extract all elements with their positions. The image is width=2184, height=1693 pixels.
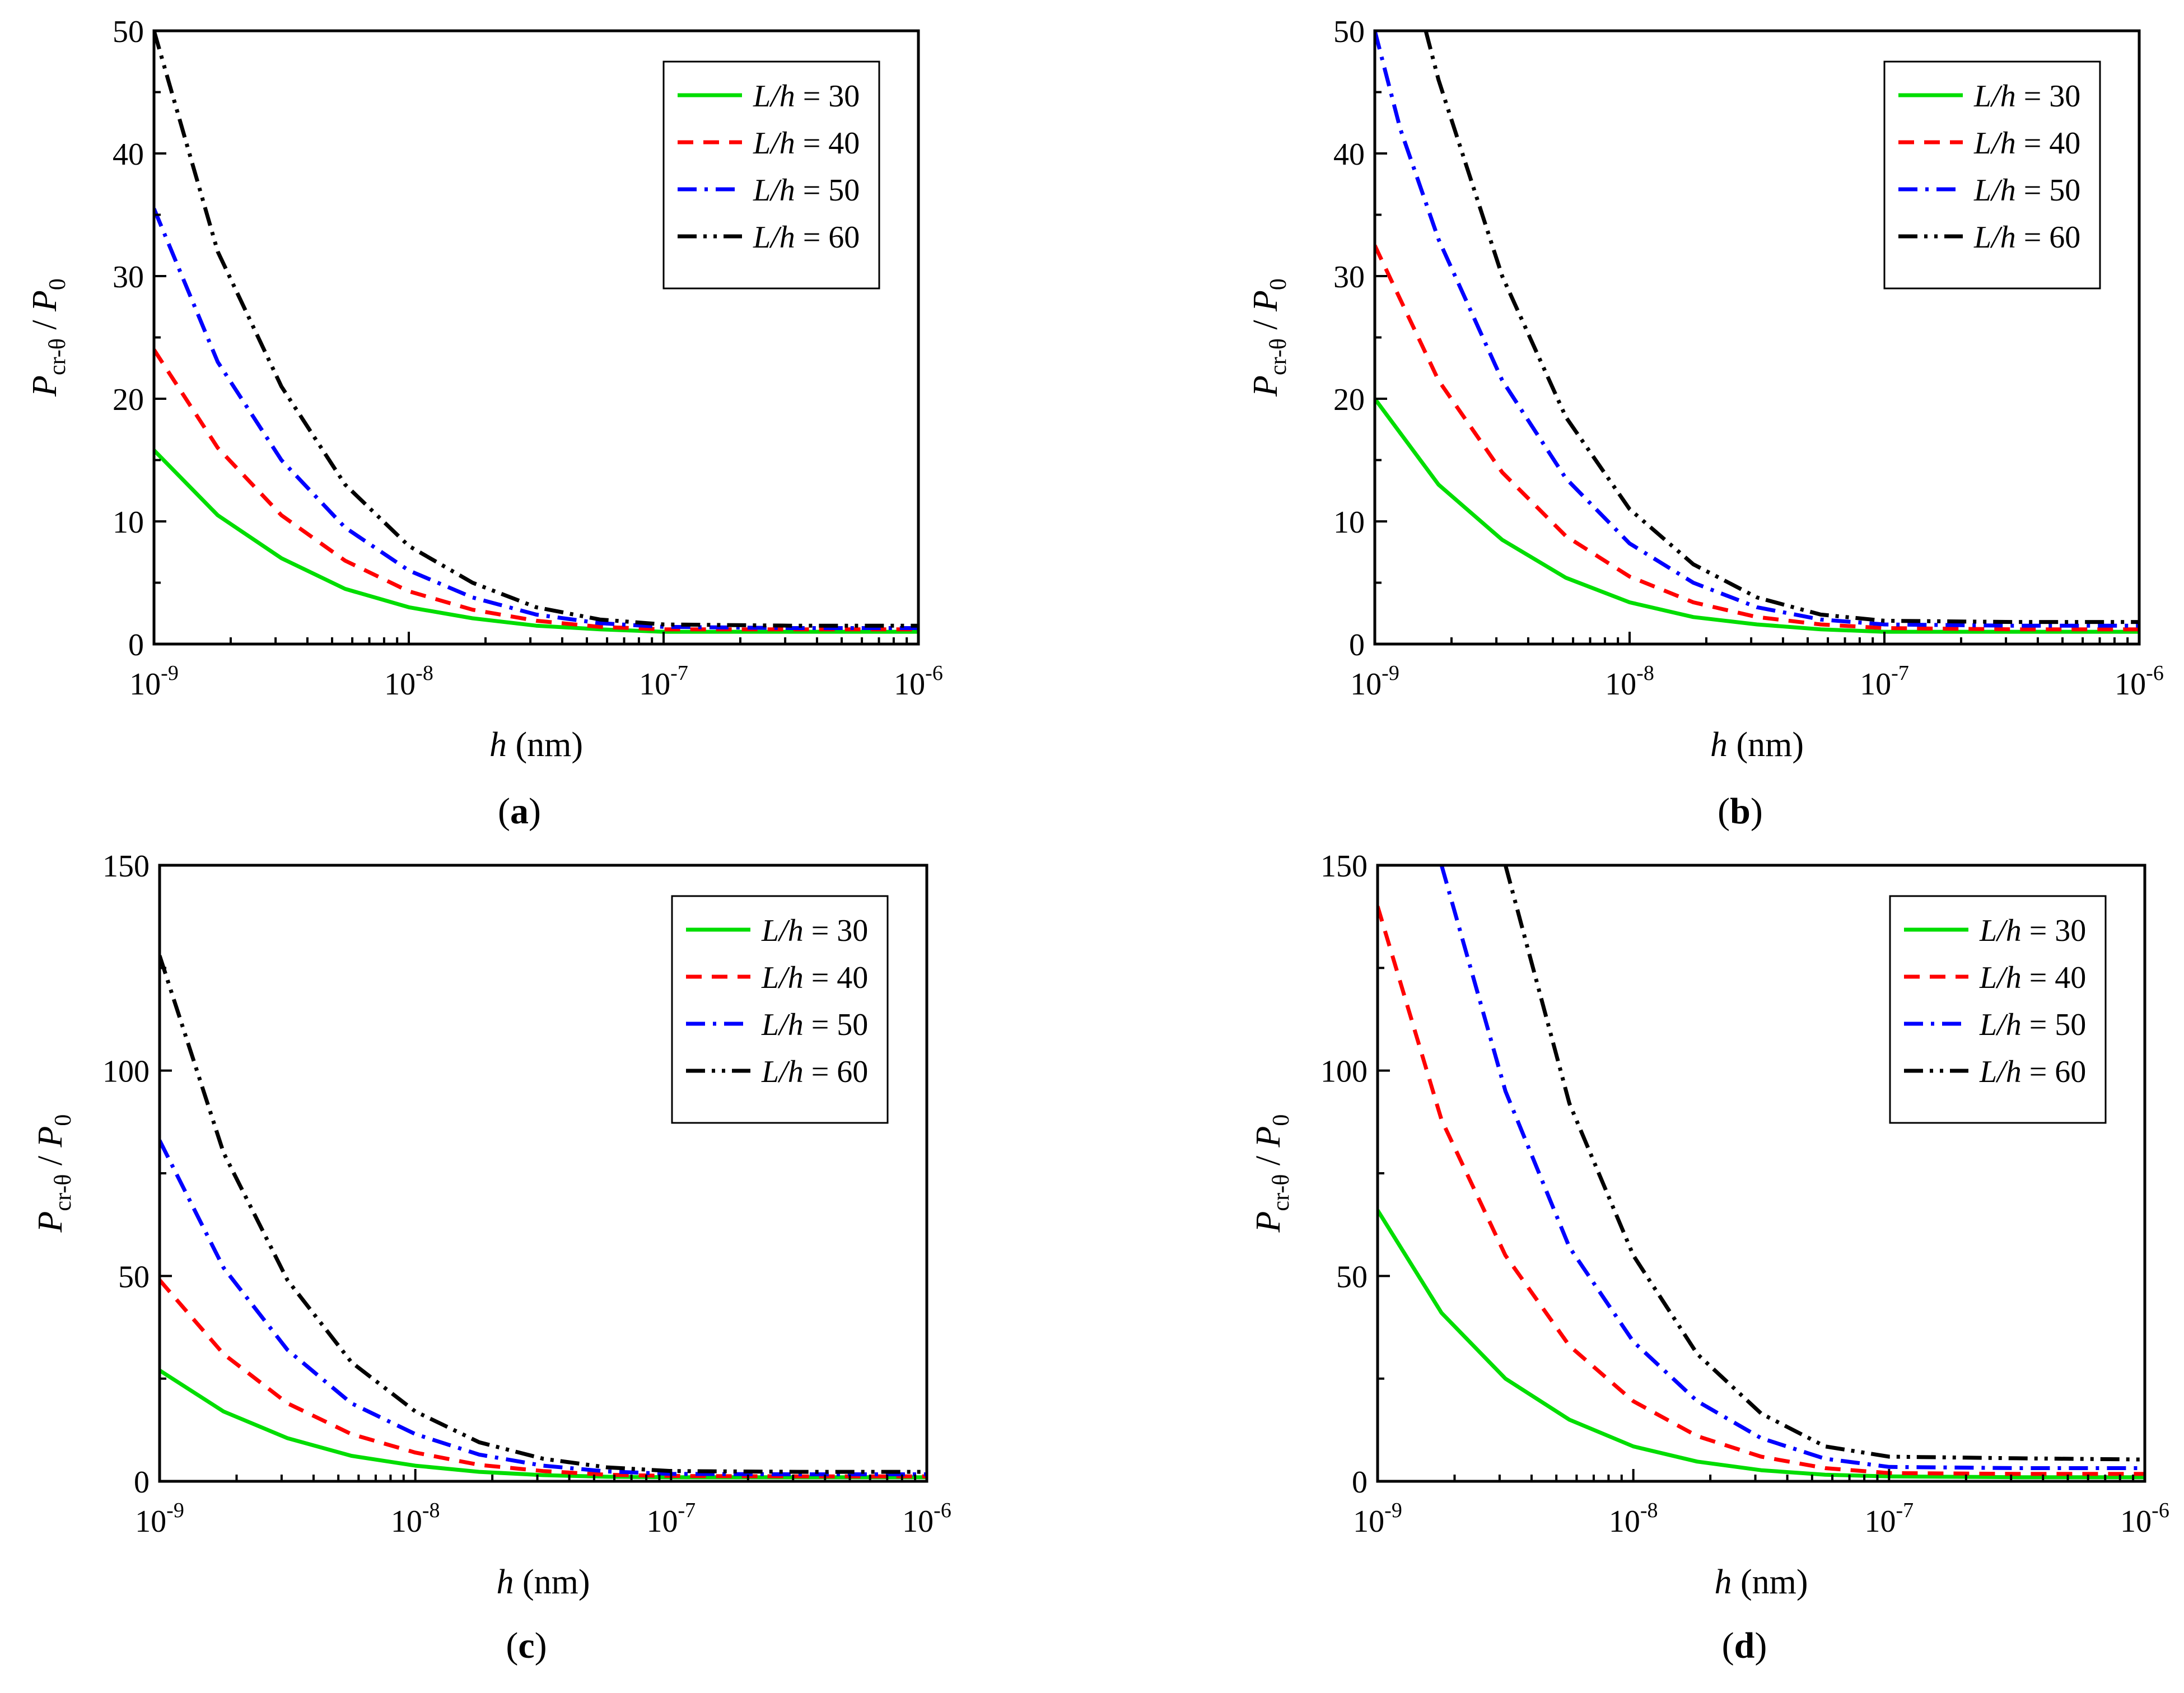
series-line-4	[1424, 31, 2139, 624]
y-tick-label: 20	[113, 383, 144, 417]
legend-label-1: L/h = 30	[761, 913, 868, 948]
x-tick-label: 10-6	[894, 661, 943, 702]
x-tick-label: 10-8	[1605, 661, 1654, 702]
legend-label-3: L/h = 50	[753, 173, 860, 208]
legend-box	[662, 60, 880, 290]
series-group	[1375, 31, 2139, 634]
legend-label-4: L/h = 60	[1979, 1055, 2086, 1089]
series-group	[160, 955, 927, 1480]
series-line-4	[1503, 865, 2145, 1462]
series-line-4	[160, 955, 927, 1474]
y-axis-title: Pcr-θ / P0	[31, 1114, 76, 1233]
x-axis-title: h (nm)	[496, 1563, 590, 1601]
series-line-2	[154, 348, 918, 632]
x-tick-label: 10-7	[639, 661, 688, 702]
x-tick-label: 10-9	[129, 661, 179, 702]
panel-caption: (b)	[1718, 791, 1763, 832]
x-tick-label: 10-9	[1353, 1499, 1402, 1539]
y-tick-label: 10	[1333, 505, 1365, 540]
y-tick-label: 0	[128, 628, 144, 663]
y-axis-title: Pcr-θ / P0	[1249, 1114, 1294, 1233]
y-tick-label: 10	[113, 505, 144, 540]
y-tick-label: 50	[113, 15, 144, 49]
y-tick-label: 0	[1349, 628, 1365, 663]
x-tick-label: 10-7	[1860, 661, 1909, 702]
series-line-1	[160, 1369, 927, 1480]
x-tick-label: 10-9	[135, 1499, 184, 1539]
series-line-2	[1375, 244, 2139, 632]
y-tick-label: 150	[102, 849, 150, 884]
legend-box	[671, 895, 889, 1124]
x-axis-title: h (nm)	[1710, 726, 1804, 764]
x-axis-title: h (nm)	[489, 726, 583, 764]
legend-label-1: L/h = 30	[753, 79, 860, 114]
legend: L/h = 30 L/h = 40 L/h = 50 L/h = 60	[671, 895, 889, 1124]
series-line-1	[154, 449, 918, 634]
legend-box	[1883, 60, 2101, 290]
y-tick-label: 50	[118, 1260, 150, 1294]
legend-label-2: L/h = 40	[761, 960, 868, 995]
series-group	[1378, 865, 2145, 1480]
y-tick-label: 0	[134, 1465, 150, 1500]
y-tick-label: 100	[1320, 1055, 1368, 1089]
panel-caption: (d)	[1722, 1625, 1767, 1666]
legend-label-1: L/h = 30	[1973, 79, 2080, 114]
chart-panel-d: 0 50 100 150 10-9 10-8 10-7 10-6 h (nm) Pcr-θ / P…	[1249, 849, 2169, 1666]
y-tick-label: 150	[1320, 849, 1368, 884]
chart-panel-a: 0 10 20 30 40 50 10-9 10-8 10-7 10-6 h (nm) Pcr-θ /…	[26, 15, 943, 832]
x-tick-label: 10-8	[384, 661, 433, 702]
x-tick-label: 10-8	[1609, 1499, 1658, 1539]
series-line-3	[1439, 865, 2145, 1470]
x-tick-label: 10-6	[2120, 1499, 2169, 1539]
y-axis-title: Pcr-θ / P0	[1247, 278, 1291, 397]
legend-label-3: L/h = 50	[761, 1008, 868, 1042]
y-tick-label: 30	[1333, 260, 1365, 295]
y-axis-title: Pcr-θ / P0	[26, 278, 71, 397]
x-tick-label: 10-8	[391, 1499, 440, 1539]
series-group	[154, 31, 918, 634]
series-line-3	[1375, 31, 2139, 628]
y-tick-label: 40	[1333, 137, 1365, 172]
series-line-1	[1378, 1209, 2145, 1480]
y-tick-label: 50	[1336, 1260, 1368, 1294]
y-tick-label: 100	[102, 1055, 150, 1089]
legend-label-3: L/h = 50	[1973, 173, 2080, 208]
panel-caption: (c)	[506, 1625, 547, 1666]
panel-caption: (a)	[498, 791, 541, 832]
legend-label-2: L/h = 40	[753, 126, 860, 161]
series-line-4	[154, 31, 918, 628]
series-line-2	[160, 1279, 927, 1479]
x-tick-label: 10-6	[2115, 661, 2164, 702]
y-tick-label: 40	[113, 137, 144, 172]
x-tick-label: 10-7	[647, 1499, 696, 1539]
series-line-1	[1375, 397, 2139, 634]
y-tick-label: 50	[1333, 15, 1365, 49]
series-line-3	[154, 208, 918, 630]
legend: L/h = 30 L/h = 40 L/h = 50 L/h = 60	[662, 60, 880, 290]
legend-label-4: L/h = 60	[761, 1055, 868, 1089]
legend-label-3: L/h = 50	[1979, 1008, 2086, 1042]
y-tick-label: 0	[1352, 1465, 1368, 1500]
x-axis-title: h (nm)	[1714, 1563, 1808, 1601]
series-line-3	[160, 1139, 927, 1476]
x-tick-label: 10-6	[902, 1499, 951, 1539]
legend-label-4: L/h = 60	[753, 220, 860, 255]
x-tick-label: 10-9	[1350, 661, 1399, 702]
legend: L/h = 30 L/h = 40 L/h = 50 L/h = 60	[1889, 895, 2107, 1124]
x-tick-label: 10-7	[1865, 1499, 1914, 1539]
legend-label-4: L/h = 60	[1973, 220, 2080, 255]
legend-label-2: L/h = 40	[1979, 960, 2086, 995]
legend: L/h = 30 L/h = 40 L/h = 50 L/h = 60	[1883, 60, 2101, 290]
chart-panel-c: 0 50 100 150 10-9 10-8 10-7 10-6 h (nm) Pcr-θ / P…	[31, 849, 951, 1666]
y-tick-label: 30	[113, 260, 144, 295]
legend-box	[1889, 895, 2107, 1124]
legend-label-2: L/h = 40	[1973, 126, 2080, 161]
legend-label-1: L/h = 30	[1979, 913, 2086, 948]
chart-panel-b: 0 10 20 30 40 50 10-9 10-8 10-7 10-6 h (nm) Pcr-θ /…	[1247, 15, 2164, 832]
series-line-2	[1378, 906, 2145, 1476]
y-tick-label: 20	[1333, 383, 1365, 417]
